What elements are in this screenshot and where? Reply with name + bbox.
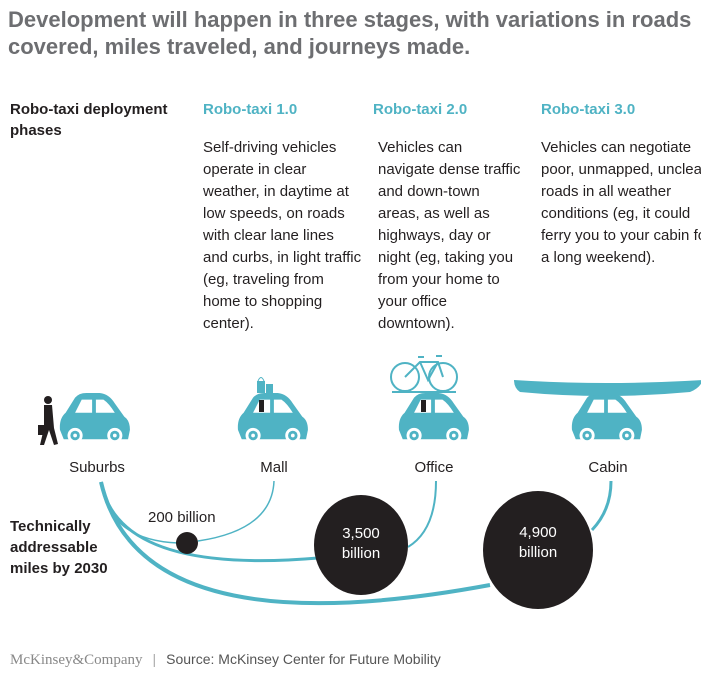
mckinsey-logo: McKinsey&Company	[10, 652, 143, 668]
driver-icon	[421, 400, 426, 412]
phase-1-description: Self-driving vehicles operate in clear w…	[203, 139, 362, 332]
car-icon	[237, 392, 308, 444]
driver-icon	[259, 400, 264, 412]
phase-3-description: Vehicles can negotiate poor, unmapped, u…	[541, 139, 701, 266]
footer-separator: |	[152, 651, 157, 667]
miles-4900-label: 4,900 billion	[518, 524, 558, 561]
phase-3-title: Robo-taxi 3.0	[541, 101, 636, 118]
footer: McKinsey&Company | Source: McKinsey Center…	[10, 651, 441, 669]
miles-3500-label: 3,500 billion	[341, 525, 381, 562]
miles-200-label: 200 billion	[148, 509, 216, 526]
source-note: Source: McKinsey Center for Future Mobil…	[166, 651, 441, 667]
bicycle-icon	[390, 355, 458, 393]
arc-cabin	[590, 480, 613, 532]
miles-label: Technically addressable miles by 2030	[10, 518, 108, 577]
phase-1-title: Robo-taxi 1.0	[203, 101, 298, 118]
car-icon	[59, 392, 130, 444]
car-icon	[398, 392, 469, 444]
arc-suburbs-4900	[99, 481, 491, 606]
phase-2-description: Vehicles can navigate dense traffic and …	[378, 139, 521, 332]
arc-office	[407, 480, 437, 548]
kayak-icon	[514, 380, 701, 396]
arc-mall	[197, 480, 275, 542]
page-title: Development will happen in three stages,…	[8, 7, 692, 59]
bubble-200	[176, 532, 198, 554]
place-suburbs: Suburbs	[69, 459, 125, 476]
person-icon	[38, 396, 58, 445]
phases-label: Robo-taxi deployment phases	[10, 101, 168, 139]
car-icon	[571, 392, 642, 444]
bubble-4900	[483, 491, 593, 609]
place-cabin: Cabin	[588, 459, 628, 476]
place-office: Office	[414, 459, 454, 476]
place-mall: Mall	[260, 459, 288, 476]
shopping-bags-icon	[257, 377, 273, 393]
bubble-3500	[314, 495, 408, 595]
phase-2-title: Robo-taxi 2.0	[373, 101, 468, 118]
